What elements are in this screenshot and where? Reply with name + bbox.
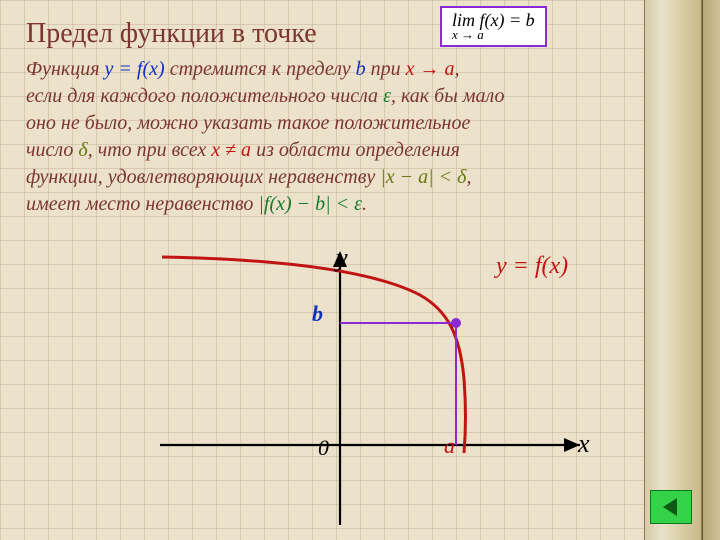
- definition-text: Функция y = f(x) стремится к пределу b п…: [26, 56, 630, 218]
- txt: функции, удовлетворяющих неравенству: [26, 166, 380, 188]
- txt: , что при всех: [88, 139, 212, 161]
- txt-delta: δ: [78, 139, 87, 161]
- slide-title: Предел функции в точке: [26, 18, 317, 50]
- marker-a: a: [444, 433, 455, 459]
- txt: при: [366, 58, 406, 80]
- txt: стремится к пределу: [165, 58, 356, 80]
- origin-label: 0: [318, 435, 329, 461]
- limit-formula-box: lim f(x) = b x → a: [440, 6, 547, 47]
- txt: если для каждого положительного числа: [26, 85, 383, 107]
- txt: оно не было, можно указать такое положит…: [26, 112, 470, 134]
- triangle-left-icon: [659, 495, 683, 519]
- txt: Функция: [26, 58, 105, 80]
- txt: ,: [466, 166, 471, 188]
- txt: ,: [454, 58, 459, 80]
- axis-label-x: x: [578, 429, 590, 459]
- formula-rhs: = b: [509, 10, 535, 30]
- curve-label: y = f(x): [496, 253, 568, 280]
- marker-b: b: [312, 301, 323, 327]
- txt: .: [362, 193, 367, 215]
- function-curve: [162, 257, 466, 453]
- txt-b: b: [356, 58, 366, 80]
- txt-fn: y = f(x): [105, 58, 165, 80]
- txt: , как бы мало: [391, 85, 505, 107]
- ruler-decoration: [644, 0, 702, 540]
- txt: из области определения: [251, 139, 460, 161]
- ruler-decoration-thin: [702, 0, 720, 540]
- txt-ineq1: |x − a| < δ: [380, 166, 466, 188]
- limit-graph: y x 0 a b y = f(x): [160, 245, 600, 525]
- axis-label-y: y: [336, 243, 348, 273]
- txt: имеет место неравенство: [26, 193, 258, 215]
- txt-eps: ε: [383, 85, 391, 107]
- prev-slide-button[interactable]: [650, 490, 692, 524]
- txt-arrow: x → a: [406, 58, 455, 80]
- txt-xneqa: x ≠ a: [211, 139, 251, 161]
- limit-point: [451, 318, 461, 328]
- txt-ineq2: |f(x) − b| < ε: [258, 193, 362, 215]
- txt: число: [26, 139, 78, 161]
